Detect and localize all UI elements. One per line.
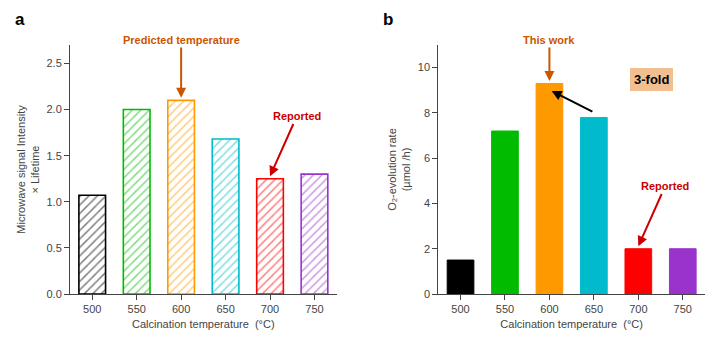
svg-text:500: 500 xyxy=(83,303,101,315)
svg-text:650: 650 xyxy=(216,303,234,315)
svg-text:2: 2 xyxy=(424,243,430,255)
svg-text:4: 4 xyxy=(424,197,430,209)
svg-text:700: 700 xyxy=(629,303,647,315)
svg-text:0.5: 0.5 xyxy=(47,242,62,254)
svg-text:Reported: Reported xyxy=(641,180,689,192)
svg-text:700: 700 xyxy=(261,303,279,315)
svg-text:O₂-evolution rate(µmol /h): O₂-evolution rate(µmol /h) xyxy=(386,128,412,211)
svg-text:a: a xyxy=(15,10,25,29)
svg-text:2.5: 2.5 xyxy=(47,57,62,69)
svg-text:1.5: 1.5 xyxy=(47,150,62,162)
svg-text:10: 10 xyxy=(418,61,430,73)
svg-text:b: b xyxy=(383,10,393,29)
svg-text:0.0: 0.0 xyxy=(47,288,62,300)
svg-text:0: 0 xyxy=(424,288,430,300)
svg-text:750: 750 xyxy=(674,303,692,315)
svg-text:650: 650 xyxy=(585,303,603,315)
svg-text:2.0: 2.0 xyxy=(47,103,62,115)
svg-text:1.0: 1.0 xyxy=(47,196,62,208)
svg-text:8: 8 xyxy=(424,107,430,119)
svg-text:Predicted temperature: Predicted temperature xyxy=(123,34,240,46)
svg-text:600: 600 xyxy=(540,303,558,315)
svg-text:Calcination temperature (°C): Calcination temperature (°C) xyxy=(500,318,643,330)
svg-text:750: 750 xyxy=(305,303,323,315)
svg-text:Calcination temperature (°C): Calcination temperature (°C) xyxy=(132,318,275,330)
svg-text:550: 550 xyxy=(496,303,514,315)
svg-text:This work: This work xyxy=(523,34,575,46)
svg-text:Reported: Reported xyxy=(273,110,321,122)
svg-text:Microwave signal Intensity× Li: Microwave signal Intensity× Lifetime xyxy=(15,105,41,234)
svg-text:550: 550 xyxy=(128,303,146,315)
svg-text:3-fold: 3-fold xyxy=(634,72,669,87)
svg-text:500: 500 xyxy=(451,303,469,315)
svg-text:6: 6 xyxy=(424,152,430,164)
svg-text:600: 600 xyxy=(172,303,190,315)
